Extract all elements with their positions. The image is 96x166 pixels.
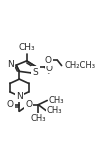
Text: CH₃: CH₃ [47,106,62,115]
Text: N: N [7,60,14,69]
Text: CH₃: CH₃ [48,96,64,105]
Text: CH₃: CH₃ [31,114,46,123]
Text: O: O [25,100,32,109]
Text: O: O [45,64,52,73]
Text: N: N [16,92,23,101]
Text: O: O [44,56,51,65]
Text: CH₂CH₃: CH₂CH₃ [65,61,96,70]
Text: O: O [25,100,32,109]
Text: O: O [45,56,52,65]
Text: S: S [33,68,38,77]
Text: O: O [7,100,14,109]
Text: CH₃: CH₃ [18,43,35,52]
Text: O: O [7,100,14,109]
